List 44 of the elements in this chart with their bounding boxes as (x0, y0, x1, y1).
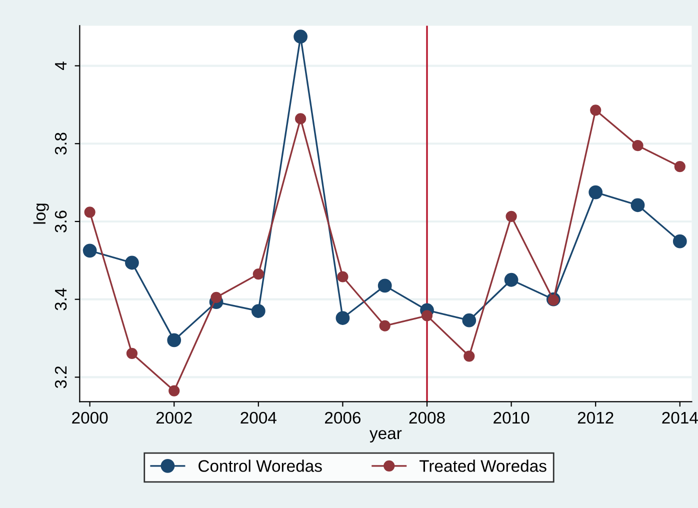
x-tick-label: 2008 (409, 412, 445, 424)
point (125, 256, 139, 270)
point (379, 320, 390, 332)
point (167, 333, 182, 348)
x-tick-label: 2014 (662, 412, 698, 424)
point (672, 234, 687, 248)
point (462, 313, 476, 328)
y-tick-label: 4 (55, 62, 67, 70)
point (252, 268, 264, 280)
point (126, 348, 138, 359)
x-tick-label: 2006 (325, 412, 361, 424)
point (464, 350, 475, 362)
point (84, 206, 96, 218)
point (294, 30, 308, 44)
point (588, 185, 603, 200)
x-tick-label: 2012 (578, 412, 614, 424)
x-tick-label: 2000 (72, 412, 108, 424)
point (295, 113, 306, 124)
x-tick-label: 2002 (156, 412, 192, 424)
legend-label: Treated Woredas (420, 460, 546, 472)
point (251, 304, 266, 318)
y-tick-label: 3.6 (54, 210, 67, 232)
y-axis-title: log (33, 204, 49, 224)
point (632, 140, 644, 152)
x-tick-label: 2004 (240, 412, 276, 424)
point (506, 210, 517, 222)
y-tick-label: 3.2 (54, 366, 67, 388)
point (421, 310, 433, 322)
x-tick-label: 2010 (494, 412, 530, 424)
point (336, 311, 350, 325)
point (630, 198, 645, 212)
legend-label: Control Woredas (198, 460, 322, 472)
point (337, 271, 348, 282)
point (378, 278, 392, 293)
y-tick-label: 3.8 (54, 132, 67, 155)
x-axis-title: year (370, 430, 402, 442)
point (210, 292, 222, 303)
point (168, 385, 180, 396)
point (590, 104, 602, 116)
point (548, 294, 560, 306)
point (504, 272, 518, 287)
point (674, 161, 686, 172)
y-tick-label: 3.4 (54, 288, 67, 310)
point (82, 244, 97, 258)
